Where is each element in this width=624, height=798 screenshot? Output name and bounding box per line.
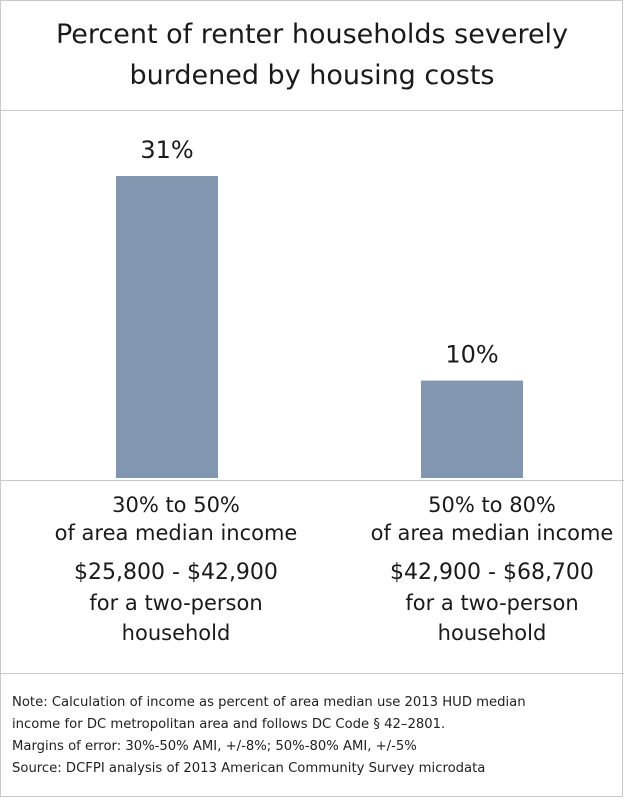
- category-1-range-line1: 30% to 50%: [112, 493, 240, 517]
- bar-chart-svg: 31% 10%: [116, 136, 523, 478]
- bar-1: [116, 176, 218, 478]
- category-2-range-line2: of area median income: [370, 521, 614, 545]
- bar-2: [421, 380, 523, 478]
- category-1: 30% to 50% of area median income $25,800…: [26, 481, 326, 648]
- category-2-income-line2: for a two-person: [405, 591, 579, 615]
- bar-1-value-label: 31%: [140, 136, 193, 164]
- note-line-4: Source: DCFPI analysis of 2013 American …: [12, 761, 486, 776]
- category-2-income-line3: household: [437, 621, 547, 645]
- chart-notes: Note: Calculation of income as percent o…: [12, 692, 616, 780]
- category-1-income-range: $25,800 - $42,900: [74, 560, 278, 585]
- category-2-range-line1: 50% to 80%: [428, 493, 556, 517]
- note-line-2: income for DC metropolitan area and foll…: [12, 717, 446, 732]
- plot-area: 31% 10%: [0, 111, 624, 478]
- category-labels: 30% to 50% of area median income $25,800…: [0, 480, 624, 674]
- category-1-income-line3: household: [121, 621, 231, 645]
- note-line-3: Margins of error: 30%-50% AMI, +/-8%; 50…: [12, 739, 417, 754]
- category-2: 50% to 80% of area median income $42,900…: [342, 481, 624, 648]
- category-2-income-range: $42,900 - $68,700: [390, 560, 594, 585]
- chart-title: Percent of renter households severely bu…: [55, 19, 569, 91]
- title-box: Percent of renter households severely bu…: [0, 0, 624, 111]
- bar-2-value-label: 10%: [445, 341, 498, 369]
- category-1-income-line2: for a two-person: [89, 591, 263, 615]
- note-line-1: Note: Calculation of income as percent o…: [12, 695, 526, 710]
- category-1-range-line2: of area median income: [54, 521, 298, 545]
